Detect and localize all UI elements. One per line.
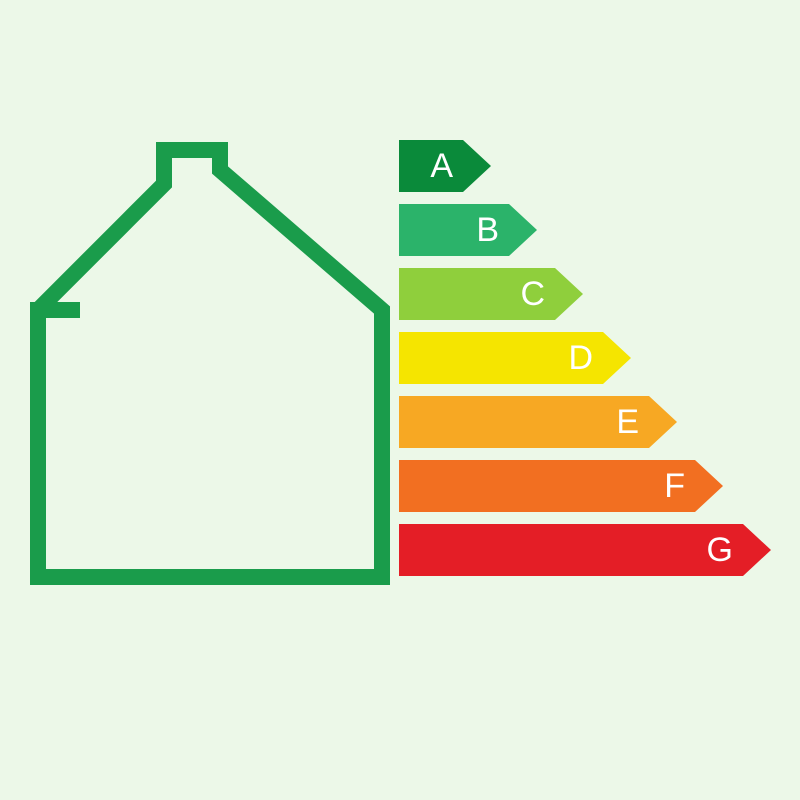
rating-bar-label: E: [616, 405, 639, 439]
rating-bar-e: E: [399, 396, 771, 448]
rating-bar-d: D: [399, 332, 771, 384]
rating-bars: ABCDEFG: [399, 140, 771, 576]
rating-bar-arrow: [555, 268, 583, 320]
rating-bar-label: C: [520, 277, 545, 311]
rating-bar-label: B: [476, 213, 499, 247]
rating-bar-label: A: [430, 149, 453, 183]
rating-bar-body: E: [399, 396, 649, 448]
house-path: [38, 150, 382, 577]
rating-bar-label: G: [707, 533, 733, 567]
rating-bar-a: A: [399, 140, 771, 192]
rating-bar-arrow: [603, 332, 631, 384]
rating-bar-label: F: [664, 469, 685, 503]
energy-rating-diagram: ABCDEFG: [0, 0, 800, 800]
rating-bar-arrow: [463, 140, 491, 192]
rating-bar-arrow: [509, 204, 537, 256]
rating-bar-body: F: [399, 460, 695, 512]
rating-bar-arrow: [649, 396, 677, 448]
rating-bar-label: D: [568, 341, 593, 375]
rating-bar-b: B: [399, 204, 771, 256]
rating-bar-f: F: [399, 460, 771, 512]
rating-bar-arrow: [695, 460, 723, 512]
rating-bar-body: C: [399, 268, 555, 320]
rating-bar-arrow: [743, 524, 771, 576]
rating-bar-c: C: [399, 268, 771, 320]
rating-bar-body: D: [399, 332, 603, 384]
rating-bar-g: G: [399, 524, 771, 576]
rating-bar-body: B: [399, 204, 509, 256]
rating-bar-body: A: [399, 140, 463, 192]
house-outline-icon: [30, 140, 390, 585]
rating-bar-body: G: [399, 524, 743, 576]
